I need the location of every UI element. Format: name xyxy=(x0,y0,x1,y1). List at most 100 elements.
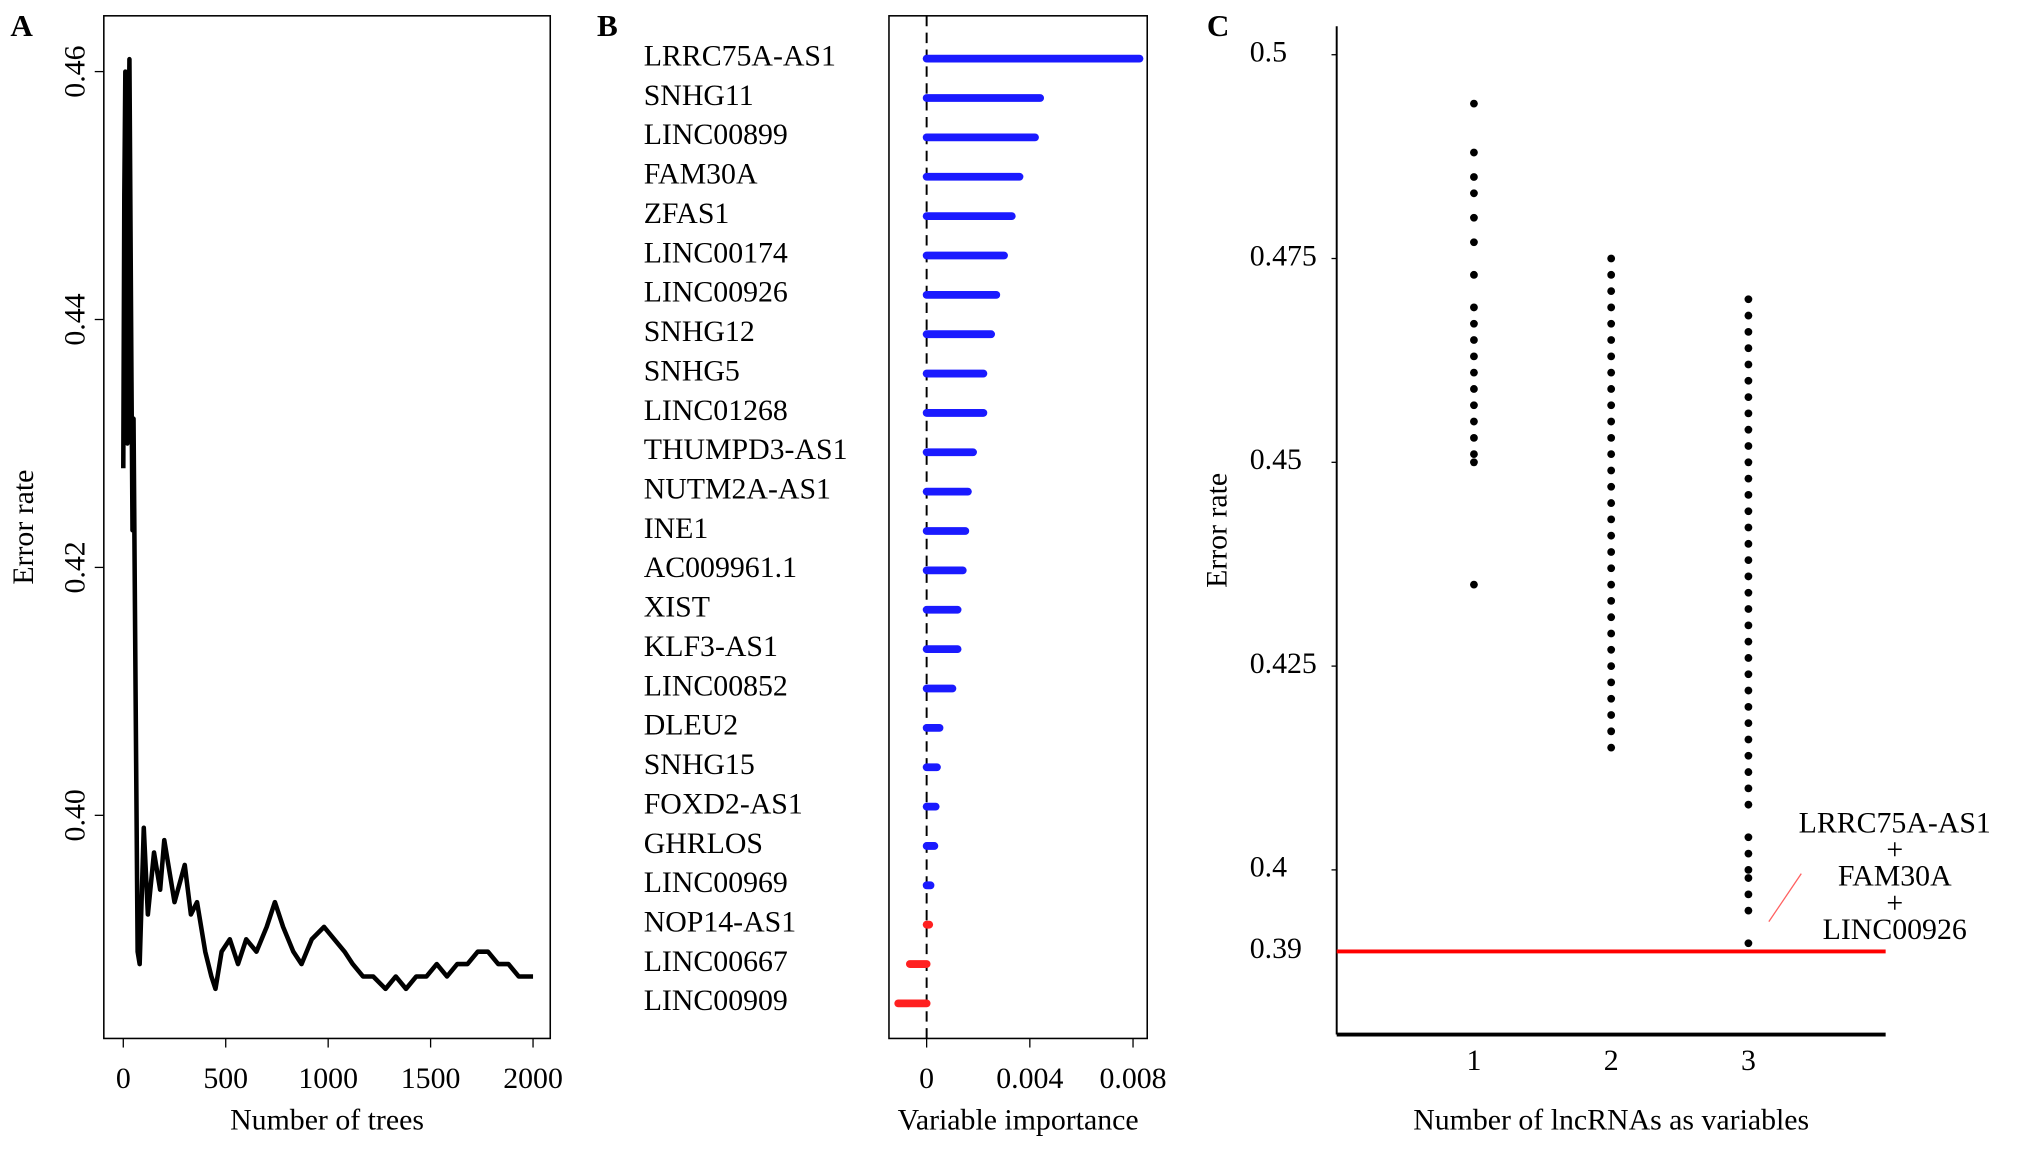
error-point xyxy=(1744,768,1753,776)
error-point xyxy=(1470,458,1478,467)
error-point xyxy=(1744,670,1753,679)
x-axis-label: Variable importance xyxy=(898,1104,1139,1137)
x-tick-label: 2000 xyxy=(503,1062,563,1095)
error-point xyxy=(1607,482,1616,491)
y-tick-label: 0.45 xyxy=(1250,443,1302,476)
error-point xyxy=(1744,327,1753,336)
error-point xyxy=(1607,287,1616,296)
error-point xyxy=(1607,515,1616,524)
x-axis-label: Number of lncRNAs as variables xyxy=(1413,1104,1809,1137)
error-point xyxy=(1607,433,1616,442)
x-tick-label: 1 xyxy=(1466,1044,1481,1077)
error-point xyxy=(1744,458,1753,467)
category-label: SNHG15 xyxy=(644,748,755,781)
error-point xyxy=(1470,417,1478,426)
error-point xyxy=(1607,662,1616,670)
category-label: ZFAS1 xyxy=(644,197,730,230)
category-label: SNHG11 xyxy=(644,79,754,112)
annotation-text: LINC00926 xyxy=(1823,913,1967,946)
error-point xyxy=(1744,702,1753,711)
error-point xyxy=(1607,596,1616,605)
error-point xyxy=(1744,344,1753,353)
category-label: NOP14-AS1 xyxy=(644,906,796,939)
error-point xyxy=(1607,727,1616,736)
error-point xyxy=(1470,99,1478,108)
category-label: SNHG5 xyxy=(644,354,740,387)
error-point xyxy=(1744,719,1753,728)
annotation-text: LRRC75A-AS1 xyxy=(1799,806,1991,839)
error-point xyxy=(1744,523,1753,532)
x-tick-label: 0 xyxy=(116,1062,131,1095)
error-point xyxy=(1744,311,1753,320)
y-axis-label: Error rate xyxy=(7,470,40,585)
panel-label: A xyxy=(10,8,33,43)
error-point xyxy=(1607,531,1616,540)
error-point xyxy=(1744,507,1753,516)
category-label: INE1 xyxy=(644,512,709,545)
error-point xyxy=(1744,605,1753,613)
error-point xyxy=(1607,564,1616,573)
error-point xyxy=(1607,368,1616,377)
threshold-label: 0.39 xyxy=(1250,932,1302,965)
error-point xyxy=(1607,694,1616,703)
error-point xyxy=(1607,645,1616,654)
error-point xyxy=(1470,352,1478,361)
error-point xyxy=(1607,466,1616,475)
category-label: DLEU2 xyxy=(644,709,738,742)
error-point xyxy=(1744,637,1753,646)
error-point xyxy=(1607,385,1616,393)
error-point xyxy=(1607,743,1616,752)
error-point xyxy=(1607,270,1616,279)
category-label: THUMPD3-AS1 xyxy=(644,433,848,466)
x-tick-label: 2 xyxy=(1604,1044,1619,1077)
error-point xyxy=(1607,450,1616,459)
x-tick-label: 1000 xyxy=(298,1062,358,1095)
error-point xyxy=(1744,784,1753,793)
y-tick-label: 0.5 xyxy=(1250,36,1287,69)
error-point xyxy=(1744,474,1753,483)
x-tick-label: 0.008 xyxy=(1099,1062,1166,1095)
category-label: LINC00899 xyxy=(644,118,788,151)
error-point xyxy=(1744,849,1753,858)
error-point xyxy=(1470,270,1478,279)
error-point xyxy=(1744,890,1753,899)
category-label: LRRC75A-AS1 xyxy=(644,39,836,72)
error-point xyxy=(1744,939,1753,948)
error-point xyxy=(1470,319,1478,328)
error-point xyxy=(1744,751,1753,760)
error-point xyxy=(1744,539,1753,548)
error-line xyxy=(121,56,534,992)
error-point xyxy=(1744,572,1753,581)
error-point xyxy=(1607,319,1616,328)
error-point xyxy=(1744,800,1753,809)
category-label: KLF3-AS1 xyxy=(644,630,778,663)
annotation-text: FAM30A xyxy=(1838,860,1952,893)
y-tick-label: 0.425 xyxy=(1250,647,1317,680)
error-point xyxy=(1744,360,1753,369)
error-point xyxy=(1744,654,1753,662)
error-point xyxy=(1744,442,1753,450)
error-point xyxy=(1470,189,1478,198)
y-tick-label: 0.475 xyxy=(1250,239,1317,272)
error-point xyxy=(1470,303,1478,312)
category-label: SNHG12 xyxy=(644,315,755,348)
category-label: LINC00969 xyxy=(644,866,788,899)
error-point xyxy=(1607,678,1616,687)
error-point xyxy=(1607,613,1616,622)
category-label: NUTM2A-AS1 xyxy=(644,473,831,506)
x-tick-label: 0.004 xyxy=(996,1062,1063,1095)
error-point xyxy=(1607,336,1616,344)
x-tick-label: 3 xyxy=(1741,1044,1756,1077)
y-tick-label: 0.42 xyxy=(59,541,92,593)
error-point xyxy=(1744,866,1753,874)
category-label: XIST xyxy=(644,591,710,624)
y-tick-label: 0.46 xyxy=(59,45,92,97)
error-point xyxy=(1744,621,1753,630)
error-point xyxy=(1470,336,1478,344)
category-label: LINC00852 xyxy=(644,669,788,702)
error-point xyxy=(1607,417,1616,426)
error-point xyxy=(1470,173,1478,181)
plot-frame xyxy=(888,15,1149,1040)
annotation-pointer xyxy=(1768,873,1802,923)
